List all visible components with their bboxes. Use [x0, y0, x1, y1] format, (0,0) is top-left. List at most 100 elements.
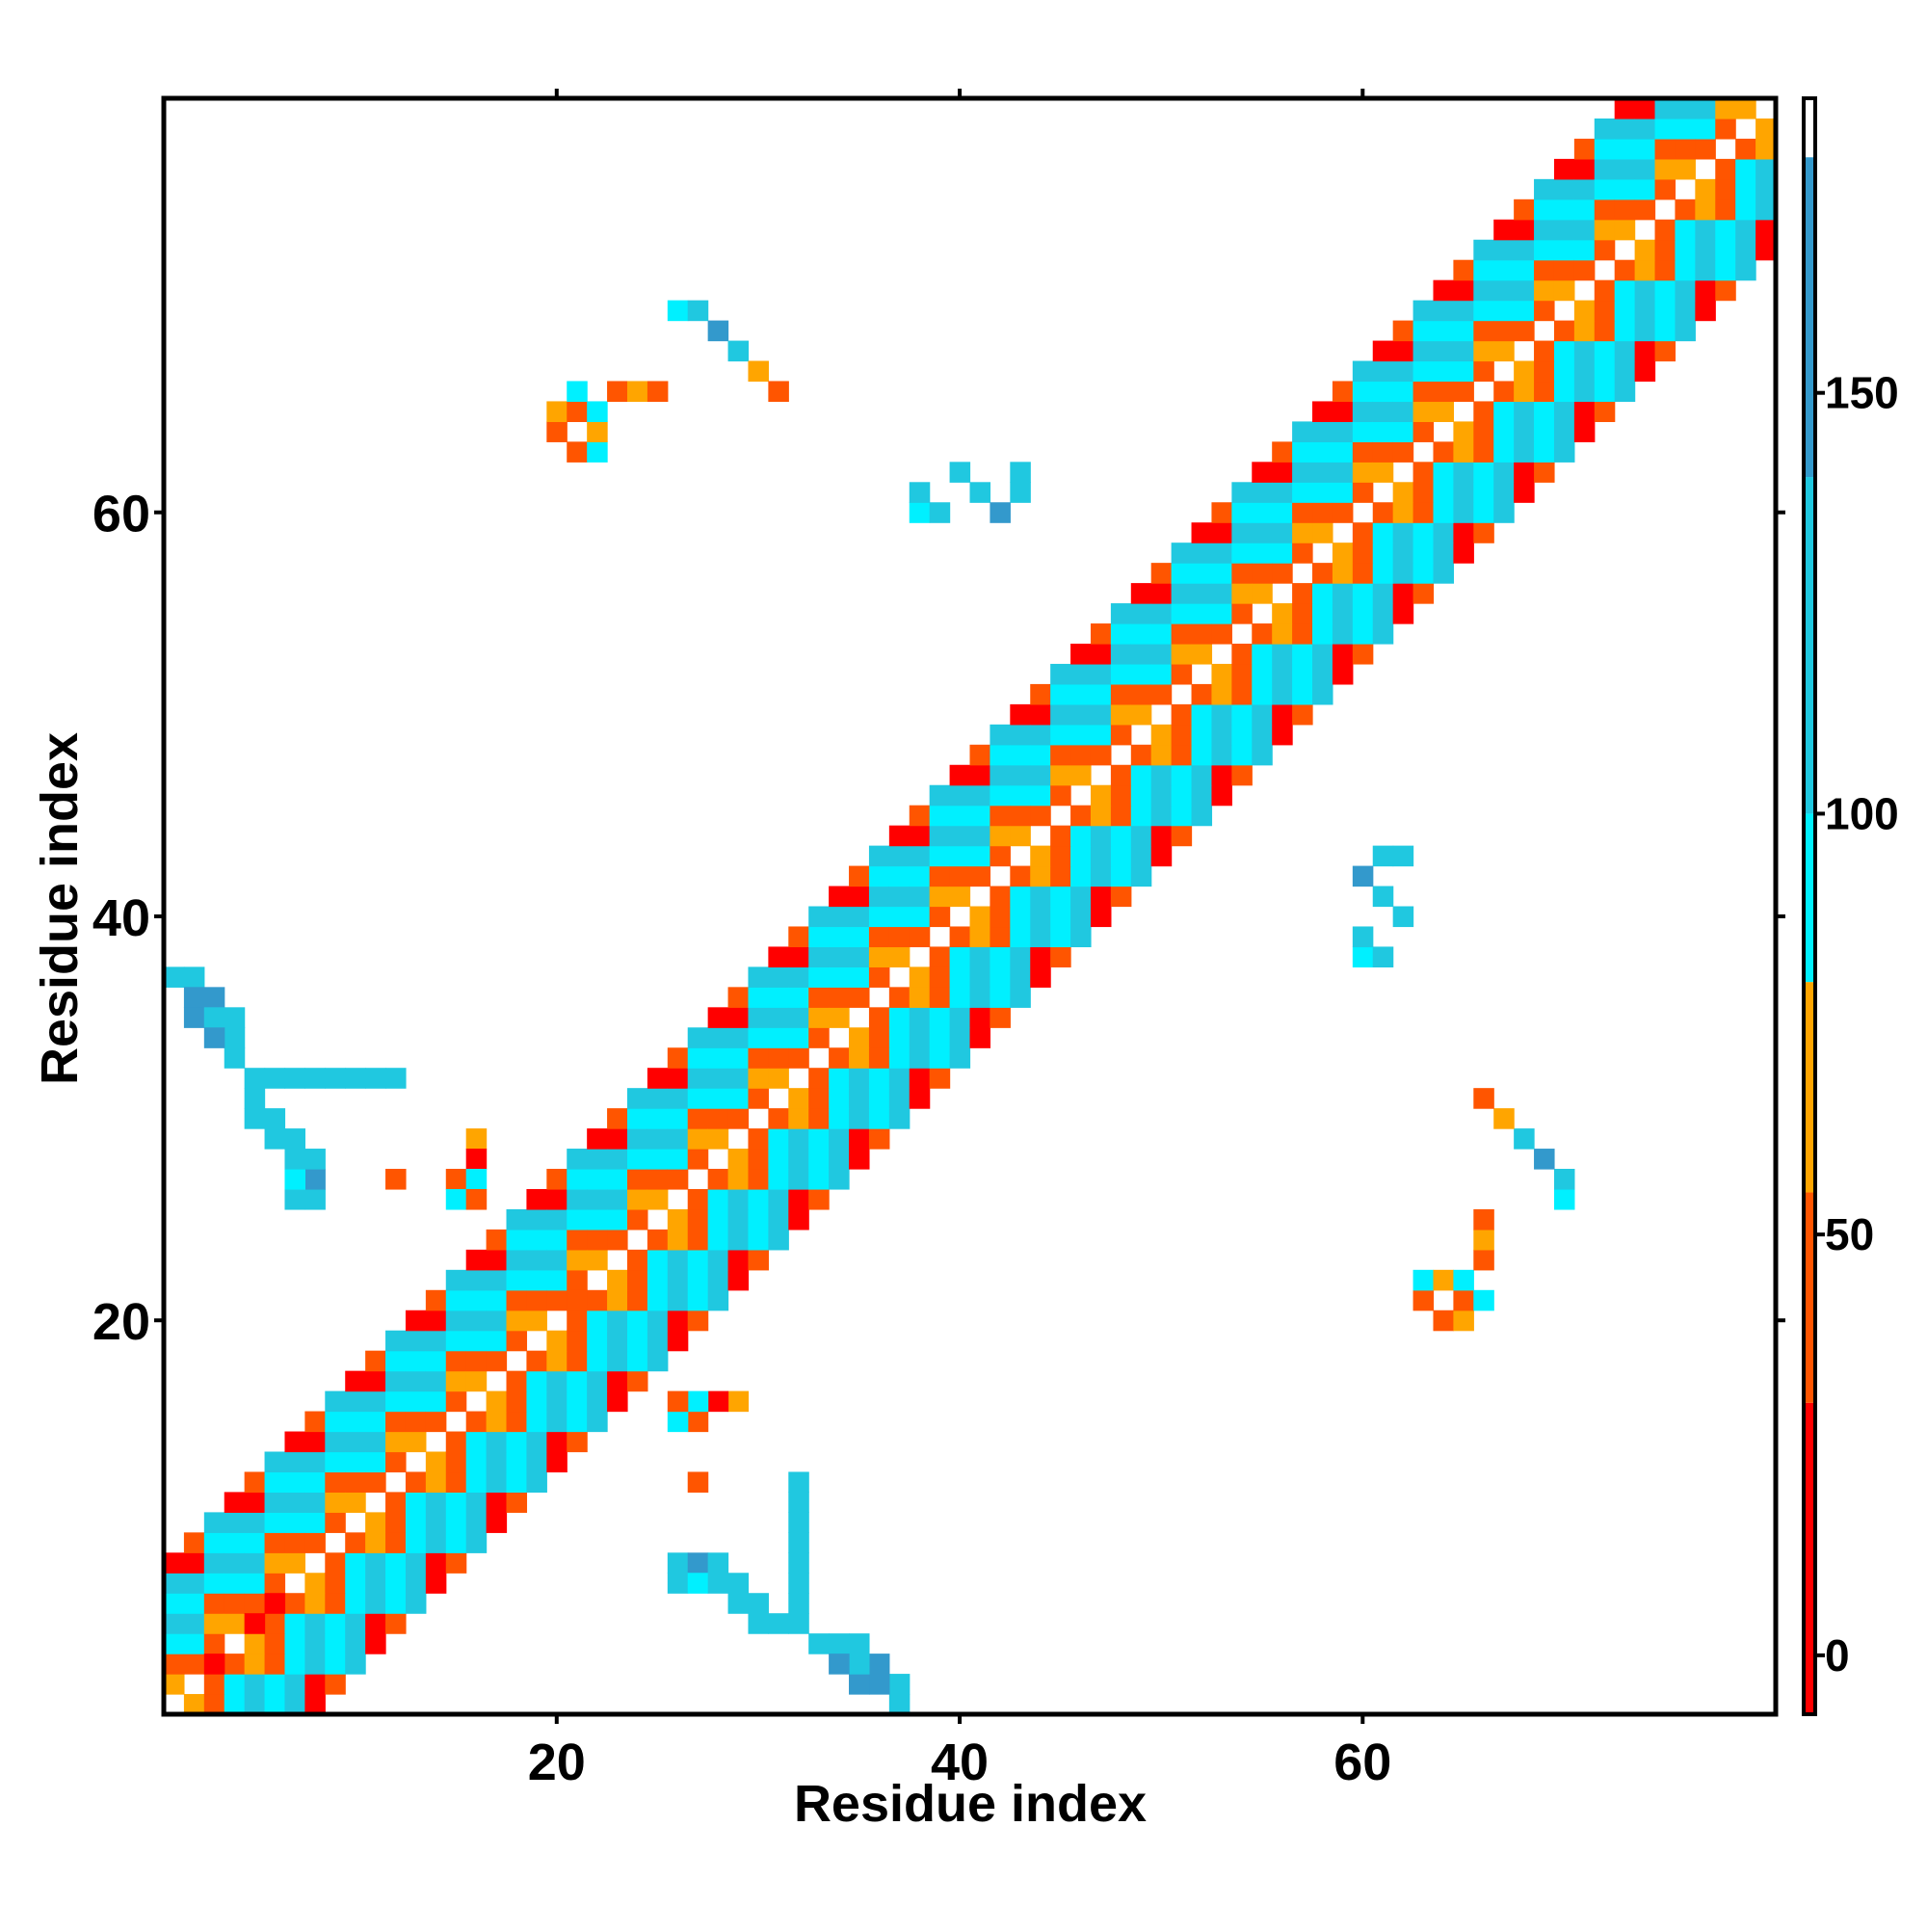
heatmap-cell	[1231, 663, 1253, 685]
heatmap-cell	[1191, 764, 1213, 786]
heatmap-cell	[626, 1289, 648, 1311]
heatmap-cell	[1594, 158, 1616, 180]
heatmap-cell	[284, 1188, 305, 1210]
heatmap-cell	[304, 1068, 326, 1089]
heatmap-cell	[1191, 683, 1213, 705]
heatmap-cell	[1010, 865, 1031, 887]
heatmap-cell	[183, 1573, 205, 1594]
heatmap-cell	[1735, 259, 1756, 281]
heatmap-cell	[829, 1128, 850, 1150]
heatmap-cell	[1110, 703, 1132, 726]
heatmap-cell	[264, 1128, 286, 1150]
heatmap-cell	[929, 1047, 951, 1069]
heatmap-cell	[284, 1068, 305, 1089]
axes: 20 40 60 20 40 60	[92, 89, 1785, 1791]
heatmap-cell	[1171, 764, 1193, 786]
heatmap-cell	[1412, 401, 1435, 422]
heatmap-cell	[1171, 603, 1193, 624]
heatmap-cell	[868, 1674, 890, 1695]
heatmap-cell	[1010, 906, 1031, 928]
heatmap-cell	[385, 1390, 407, 1413]
heatmap-cell	[1473, 340, 1494, 362]
heatmap-cell	[1110, 724, 1132, 746]
heatmap-cell	[1534, 360, 1555, 383]
heatmap-cell	[244, 1471, 266, 1494]
heatmap-cell	[1352, 603, 1374, 624]
heatmap-cell	[667, 300, 689, 322]
heatmap-cell	[1191, 724, 1213, 746]
heatmap-cell	[667, 1088, 689, 1109]
heatmap-cell	[1211, 603, 1232, 624]
heatmap-cell	[405, 1431, 427, 1453]
heatmap-cell	[1473, 1229, 1494, 1251]
heatmap-cell	[567, 401, 588, 422]
heatmap-cell	[727, 1108, 750, 1129]
heatmap-cell	[546, 1370, 568, 1392]
heatmap-cell	[647, 1188, 669, 1210]
heatmap-cell	[1553, 421, 1575, 442]
heatmap-cell	[607, 1269, 628, 1291]
heatmap-cell	[929, 946, 951, 967]
heatmap-cell	[304, 1431, 326, 1453]
heatmap-cell	[587, 1188, 608, 1210]
colorbar: 0 50 100 150	[1802, 96, 1899, 1716]
heatmap-cell	[667, 1330, 689, 1352]
heatmap-cell	[647, 1229, 669, 1251]
heatmap-cell	[909, 1047, 931, 1069]
heatmap-cell	[1030, 724, 1051, 746]
heatmap-cell	[788, 1492, 809, 1513]
heatmap-cell	[1433, 1310, 1454, 1332]
heatmap-cell	[1614, 320, 1636, 342]
heatmap-cell	[284, 1593, 305, 1614]
heatmap-cell	[1634, 178, 1656, 200]
heatmap-cell	[990, 502, 1011, 523]
heatmap-cell	[626, 1208, 648, 1231]
heatmap-cell	[1010, 886, 1031, 908]
heatmap-cell	[1150, 845, 1173, 867]
heatmap-cell	[1231, 764, 1253, 786]
heatmap-cell	[929, 845, 951, 867]
heatmap-cell	[264, 1532, 286, 1553]
heatmap-cell	[1453, 421, 1474, 442]
heatmap-cell	[405, 1552, 427, 1574]
heatmap-cell	[1010, 825, 1031, 847]
heatmap-cell	[1573, 158, 1596, 180]
heatmap-cell	[284, 1471, 305, 1494]
heatmap-cell	[425, 1289, 447, 1311]
heatmap-cell	[647, 1310, 669, 1332]
heatmap-cell	[1191, 603, 1213, 624]
heatmap-cell	[385, 1512, 407, 1533]
heatmap-cell	[325, 1552, 346, 1574]
heatmap-cell	[1614, 118, 1636, 140]
heatmap-cell	[768, 1229, 789, 1251]
heatmap-cell	[929, 1027, 951, 1048]
heatmap-cell	[748, 1613, 769, 1634]
heatmap-cell	[224, 1674, 246, 1695]
heatmap-cell	[1070, 764, 1092, 786]
heatmap-cell	[1372, 360, 1394, 383]
heatmap-cell	[567, 1350, 588, 1372]
heatmap-cell	[1312, 462, 1333, 483]
heatmap-cell	[325, 1492, 346, 1513]
y-tick-label: 60	[92, 486, 150, 543]
heatmap-cell	[1412, 522, 1435, 543]
heatmap-cell	[1493, 320, 1515, 342]
heatmap-cell	[1412, 482, 1435, 503]
heatmap-cell	[949, 845, 971, 867]
heatmap-cell	[1130, 643, 1152, 665]
heatmap-cell	[1493, 1108, 1515, 1129]
heatmap-cell	[888, 1674, 911, 1695]
heatmap-cell	[587, 1229, 608, 1251]
heatmap-cell	[1534, 219, 1555, 241]
heatmap-cell	[1211, 703, 1232, 726]
heatmap-cell	[1352, 543, 1374, 564]
heatmap-cell	[1030, 744, 1051, 766]
x-tick-label: 40	[931, 1734, 989, 1791]
heatmap-cell	[788, 1108, 809, 1129]
heatmap-cell	[607, 1229, 628, 1251]
heatmap-cell	[1191, 563, 1213, 584]
heatmap-cell	[888, 865, 911, 887]
heatmap-cell	[345, 1492, 366, 1513]
heatmap-cell	[1110, 764, 1132, 786]
heatmap-cell	[1553, 279, 1575, 302]
